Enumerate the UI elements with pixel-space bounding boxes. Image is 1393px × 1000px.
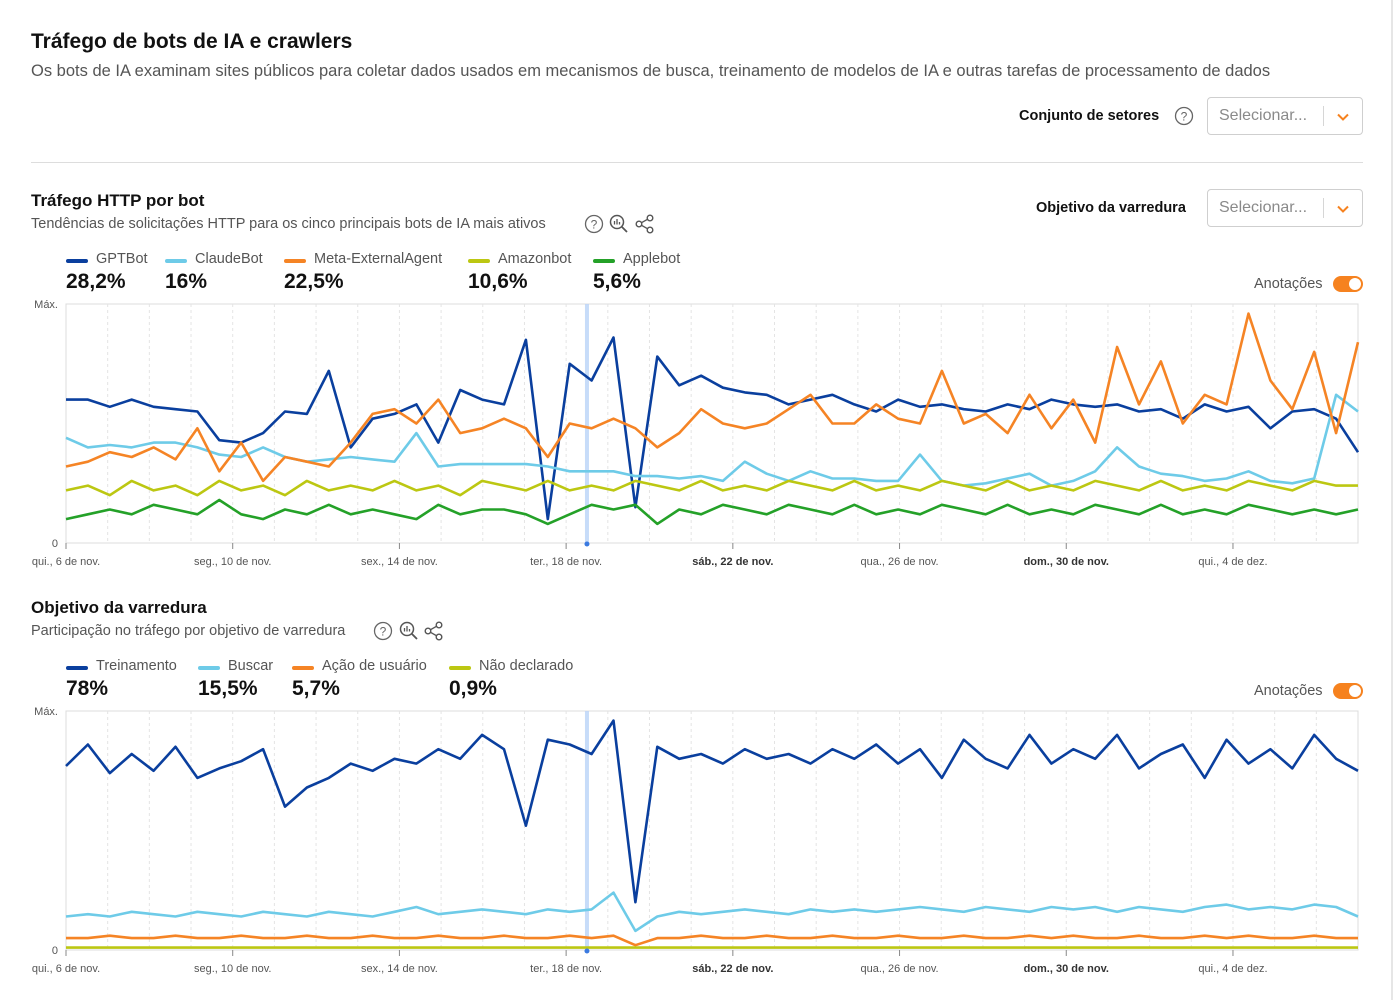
legend-share: 5,7% (292, 677, 340, 700)
legend-share: 16% (165, 270, 208, 293)
x-tick-label: qua., 26 de nov. (861, 963, 939, 975)
legend-share: 78% (66, 677, 109, 700)
sector-select[interactable]: Selecionar... (1207, 97, 1363, 135)
legend-swatch (449, 666, 471, 670)
annotations-toggle[interactable] (1333, 276, 1363, 292)
legend-swatch (198, 666, 220, 670)
legend-swatch (66, 666, 88, 670)
x-tick-label: sex., 14 de nov. (361, 556, 438, 568)
series-line-applebot (65, 498, 1359, 526)
help-icon[interactable]: ? (373, 621, 393, 641)
bot-traffic-subtitle: Tendências de solicitações HTTP para os … (31, 216, 546, 232)
x-tick-label: sex., 14 de nov. (361, 963, 438, 975)
select-separator (1323, 106, 1324, 126)
legend-label: Não declarado (479, 658, 574, 674)
y-axis-max-label: Máx. (34, 706, 58, 718)
x-tick-label: seg., 10 de nov. (194, 963, 271, 975)
zoom-chart-icon[interactable] (608, 213, 630, 235)
legend-label: ClaudeBot (195, 251, 263, 267)
legend-share: 28,2% (66, 270, 126, 293)
x-tick-label: qui., 4 de dez. (1198, 556, 1267, 568)
legend-swatch (593, 259, 615, 263)
toggle-knob (1349, 278, 1361, 290)
legend-swatch (468, 259, 490, 263)
help-icon[interactable]: ? (1174, 106, 1194, 126)
legend-label: Buscar (228, 658, 274, 674)
legend-label: Applebot (623, 251, 681, 267)
series-line-a-o-de-usu-rio (66, 934, 1358, 947)
series-line-meta-externalagent (65, 312, 1360, 483)
x-tick-label: ter., 18 de nov. (530, 963, 602, 975)
legend-label: Treinamento (96, 658, 177, 674)
sector-filter-label: Conjunto de setores (1019, 108, 1160, 124)
legend-swatch (66, 259, 88, 263)
purpose-subtitle: Participação no tráfego por objetivo de … (31, 623, 346, 639)
series-line-amazonbot (65, 479, 1358, 497)
x-tick-label: dom., 30 de nov. (1024, 963, 1109, 975)
annotations-label: Anotações (1254, 683, 1323, 699)
help-icon[interactable]: ? (584, 214, 604, 234)
annotation-marker (584, 541, 590, 547)
y-axis-zero-label: 0 (52, 538, 58, 550)
legend-label: Meta-ExternalAgent (314, 251, 443, 267)
series-line-claudebot (65, 393, 1359, 487)
legend-share: 5,6% (593, 270, 641, 293)
series-line-gptbot (66, 336, 1360, 521)
annotation-band (584, 304, 589, 543)
y-axis-max-label: Máx. (34, 299, 58, 311)
annotation-band (584, 711, 589, 950)
plot-frame (65, 303, 1359, 544)
purpose-select-placeholder: Selecionar... (1219, 199, 1308, 216)
purpose-chart: Máx. 0 qui., 6 de nov. seg., 10 de nov. sex.… (32, 706, 1359, 975)
chevron-down-icon[interactable] (1334, 200, 1352, 218)
legend-share: 22,5% (284, 270, 344, 293)
frame-edge (1391, 0, 1393, 1000)
legend-share: 0,9% (449, 677, 497, 700)
legend-share: 15,5% (198, 677, 258, 700)
x-tick-label: seg., 10 de nov. (194, 556, 271, 568)
x-tick-label: ter., 18 de nov. (530, 556, 602, 568)
svg-text:?: ? (1181, 110, 1188, 124)
annotations-label: Anotações (1254, 276, 1323, 292)
x-tick-label: sáb., 22 de nov. (692, 963, 773, 975)
x-tick-label: sáb., 22 de nov. (692, 556, 773, 568)
y-axis-zero-label: 0 (52, 945, 58, 957)
plot-frame (65, 710, 1359, 951)
legend-label: Amazonbot (498, 251, 572, 267)
series-line-buscar (65, 891, 1359, 933)
legend-swatch (292, 666, 314, 670)
purpose-title: Objetivo da varredura (31, 598, 207, 617)
section-divider (31, 162, 1363, 163)
chevron-down-icon[interactable] (1334, 108, 1352, 126)
select-separator (1323, 198, 1324, 218)
sector-select-placeholder: Selecionar... (1219, 107, 1308, 124)
page-description: Os bots de IA examinam sites públicos pa… (31, 62, 1271, 80)
legend-label: GPTBot (96, 251, 148, 267)
bot-traffic-chart: Máx. 0 qui., 6 de nov. seg., 10 de nov. sex.… (32, 299, 1360, 568)
toggle-knob (1349, 685, 1361, 697)
zoom-chart-icon[interactable] (398, 620, 420, 642)
bot-traffic-title: Tráfego HTTP por bot (31, 191, 205, 210)
x-tick-label: qui., 6 de nov. (32, 963, 100, 975)
series-line-treinamento (65, 719, 1359, 904)
purpose-filter-label: Objetivo da varredura (1036, 200, 1186, 216)
x-tick-label: qua., 26 de nov. (861, 556, 939, 568)
annotation-marker (584, 948, 590, 954)
x-tick-label: dom., 30 de nov. (1024, 556, 1109, 568)
share-icon[interactable] (634, 213, 656, 235)
annotations-toggle[interactable] (1333, 683, 1363, 699)
legend-label: Ação de usuário (322, 658, 427, 674)
legend-share: 10,6% (468, 270, 528, 293)
legend-swatch (284, 259, 306, 263)
svg-text:?: ? (591, 218, 598, 232)
x-tick-label: qui., 4 de dez. (1198, 963, 1267, 975)
share-icon[interactable] (423, 620, 445, 642)
svg-text:?: ? (380, 625, 387, 639)
page-title: Tráfego de bots de IA e crawlers (31, 30, 353, 53)
x-tick-label: qui., 6 de nov. (32, 556, 100, 568)
purpose-select[interactable]: Selecionar... (1207, 189, 1363, 227)
legend-swatch (165, 259, 187, 263)
